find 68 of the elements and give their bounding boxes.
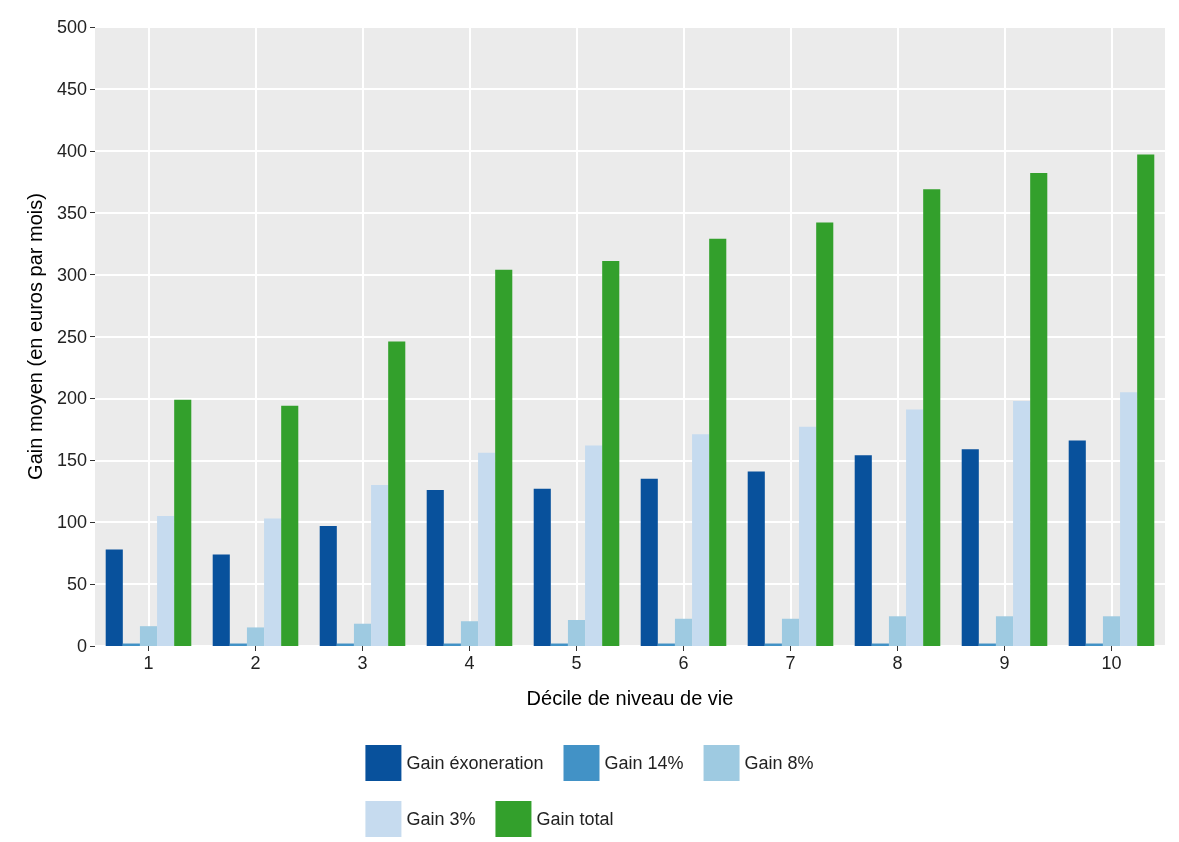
bar: [1068, 440, 1086, 646]
bar: [246, 627, 265, 646]
y-axis-title: Gain moyen (en euros par mois): [24, 193, 46, 480]
bar: [995, 616, 1014, 646]
bar: [640, 478, 658, 646]
x-tick-label: 9: [999, 653, 1010, 673]
bar: [157, 516, 175, 646]
bar: [139, 626, 158, 646]
bar: [906, 409, 924, 646]
x-tick-label: 8: [892, 653, 903, 673]
x-tick-label: 1: [143, 653, 154, 673]
x-tick-label: 3: [357, 653, 368, 673]
y-tick-label: 350: [56, 202, 87, 223]
x-tick-label: 5: [571, 653, 582, 673]
bar: [1013, 400, 1031, 646]
y-tick-label: 400: [56, 140, 87, 161]
y-tick-label: 450: [56, 78, 87, 99]
bar: [585, 445, 603, 646]
x-tick-label: 7: [785, 653, 796, 673]
y-tick-label: 200: [56, 388, 87, 409]
bar: [602, 260, 620, 646]
bar: [174, 399, 192, 646]
y-tick-label: 50: [66, 574, 87, 595]
bar: [319, 525, 337, 646]
bar: [816, 222, 834, 646]
bar: [799, 426, 817, 646]
legend-label: Gain 3%: [406, 809, 476, 829]
x-tick-label: 10: [1101, 653, 1122, 673]
legend-label: Gain 14%: [604, 753, 684, 773]
bar: [212, 554, 230, 646]
bar: [1102, 616, 1121, 646]
bar: [781, 618, 800, 646]
bar: [709, 238, 727, 646]
y-tick-label: 150: [56, 450, 87, 471]
bar: [353, 623, 372, 646]
bar: [533, 488, 551, 646]
bar: [692, 434, 710, 646]
bar: [460, 621, 479, 646]
y-tick-label: 300: [56, 264, 87, 285]
bar: [1137, 154, 1155, 646]
x-tick-label: 2: [250, 653, 261, 673]
bar: [281, 405, 299, 646]
bar: [674, 618, 693, 646]
bar: [495, 269, 513, 646]
bar: [923, 189, 941, 646]
bar: [1030, 173, 1048, 646]
bar: [426, 490, 444, 646]
x-tick-label: 6: [678, 653, 689, 673]
x-axis-title: Décile de niveau de vie: [526, 687, 734, 709]
bar: [371, 485, 389, 646]
y-tick-label: 0: [76, 636, 87, 656]
bar: [854, 455, 872, 646]
bar: [388, 341, 406, 646]
bar: [747, 471, 765, 646]
x-tick-label: 4: [464, 653, 475, 673]
y-tick-label: 500: [56, 17, 87, 37]
y-tick-label: 100: [56, 512, 87, 533]
legend-label: Gain 8%: [744, 753, 814, 773]
bar: [478, 452, 496, 646]
bar: [105, 549, 123, 646]
bar: [264, 518, 282, 646]
legend-label: Gain total: [536, 809, 614, 829]
bar: [1120, 392, 1138, 646]
bar: [567, 620, 586, 646]
bar: [961, 449, 979, 646]
legend-label: Gain éxoneration: [406, 753, 544, 773]
y-tick-label: 250: [56, 326, 87, 347]
bar: [888, 616, 907, 646]
